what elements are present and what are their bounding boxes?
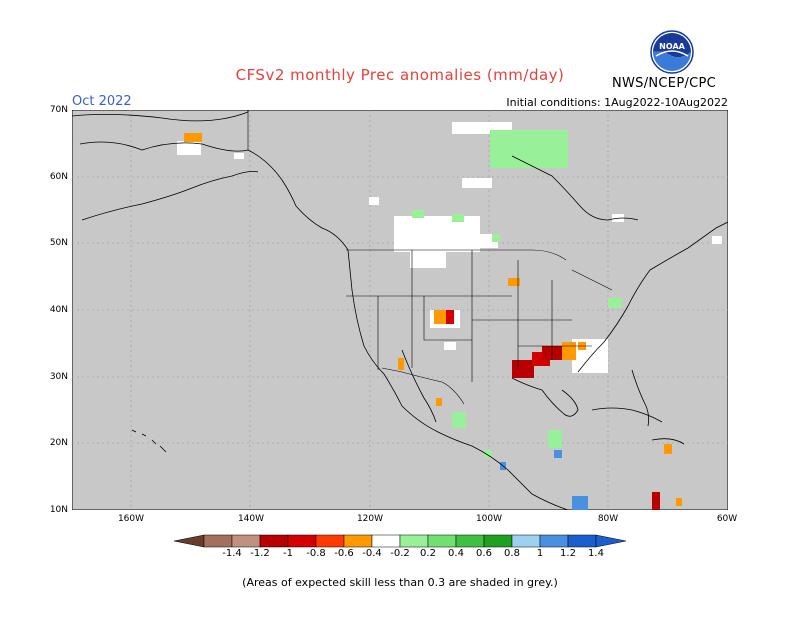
colorbar-label: -1.4 bbox=[222, 548, 242, 559]
agency-label: NWS/NCEP/CPC bbox=[612, 76, 717, 91]
colorbar-cell bbox=[259, 534, 289, 548]
colorbar-cell bbox=[567, 534, 597, 548]
lat-label: 10N bbox=[49, 505, 68, 515]
lon-label: 120W bbox=[356, 514, 384, 524]
colorbar-label: -0.6 bbox=[334, 548, 354, 559]
colorbar-label: -0.8 bbox=[306, 548, 326, 559]
colorbar-label: -0.4 bbox=[362, 548, 382, 559]
lat-label: 40N bbox=[49, 305, 68, 315]
map-title: CFSv2 monthly Prec anomalies (mm/day) bbox=[235, 66, 565, 84]
forecast-month: Oct 2022 bbox=[72, 94, 132, 109]
borders bbox=[247, 110, 613, 405]
colorbar-cell bbox=[371, 534, 401, 548]
initial-conditions: Initial conditions: 1Aug2022-10Aug2022 bbox=[506, 96, 728, 109]
colorbar-label: 1.4 bbox=[588, 548, 604, 559]
colorbar-cell bbox=[455, 534, 485, 548]
colorbar-low-arrow bbox=[174, 534, 205, 548]
colorbar-cell bbox=[287, 534, 317, 548]
wet-anomaly-regions bbox=[412, 130, 622, 458]
colorbar-label: 0.8 bbox=[504, 548, 520, 559]
colorbar-label: -0.2 bbox=[390, 548, 410, 559]
anomaly-map bbox=[72, 110, 728, 510]
lon-label: 60W bbox=[716, 514, 738, 524]
hawaii bbox=[131, 429, 167, 453]
colorbar-label: 0.6 bbox=[476, 548, 492, 559]
lat-label: 60N bbox=[49, 172, 68, 182]
graticule bbox=[72, 110, 728, 510]
lat-label: 20N bbox=[49, 438, 68, 448]
colorbar-cell bbox=[399, 534, 429, 548]
colorbar-label: -1 bbox=[283, 548, 293, 559]
footnote: (Areas of expected skill less than 0.3 a… bbox=[242, 576, 558, 589]
colorbar-label: 0.4 bbox=[448, 548, 464, 559]
colorbar-cell bbox=[539, 534, 569, 548]
colorbar-cell bbox=[231, 534, 261, 548]
noaa-logo: NOAA bbox=[650, 30, 694, 74]
colorbar-high-arrow bbox=[595, 534, 626, 548]
colorbar-cell bbox=[483, 534, 513, 548]
map-background bbox=[72, 110, 728, 510]
lat-label: 50N bbox=[49, 238, 68, 248]
colorbar-cell bbox=[203, 534, 233, 548]
coastlines bbox=[72, 110, 728, 510]
colorbar bbox=[174, 534, 626, 548]
lat-label: 30N bbox=[49, 372, 68, 382]
colorbar-label: 1.2 bbox=[560, 548, 576, 559]
lat-label: 70N bbox=[49, 105, 68, 115]
lon-label: 100W bbox=[475, 514, 503, 524]
colorbar-label: 0.2 bbox=[420, 548, 436, 559]
colorbar-label: -1.2 bbox=[250, 548, 270, 559]
colorbar-cell bbox=[343, 534, 373, 548]
colorbar-cell bbox=[511, 534, 541, 548]
lon-label: 160W bbox=[117, 514, 145, 524]
logo-text: NOAA bbox=[659, 42, 685, 51]
colorbar-cell bbox=[427, 534, 457, 548]
lon-label: 140W bbox=[237, 514, 265, 524]
lon-label: 80W bbox=[597, 514, 619, 524]
colorbar-cell bbox=[315, 534, 345, 548]
colorbar-label: 1 bbox=[536, 548, 544, 559]
